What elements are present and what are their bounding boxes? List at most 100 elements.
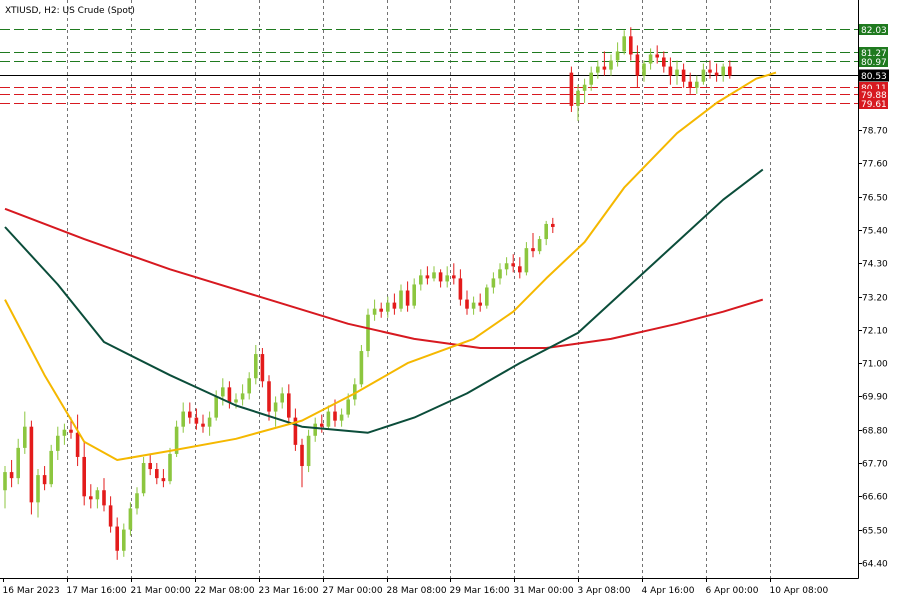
resistance-level-badge: [859, 47, 888, 58]
bullish-candle-body: [62, 429, 67, 436]
bearish-candle-body: [655, 54, 659, 58]
bullish-candle-body: [485, 287, 489, 306]
bullish-candle-body: [582, 84, 587, 91]
bearish-candle-body: [102, 490, 106, 506]
bearish-candle-body: [194, 417, 199, 424]
bullish-candle-body: [128, 508, 133, 530]
bullish-candle-body: [372, 308, 377, 315]
bullish-candle-body: [721, 66, 725, 76]
bullish-candle-body: [445, 275, 449, 282]
bullish-candle-body: [609, 60, 613, 70]
bearish-candle-body: [320, 423, 324, 427]
x-tick-label: 27 Mar 00:00: [323, 586, 383, 596]
bearish-candle-body: [392, 302, 397, 309]
bearish-candle-body: [681, 69, 686, 82]
bullish-candle-body: [221, 387, 225, 397]
x-tick-label: 3 Apr 08:00: [578, 586, 631, 596]
bullish-candle-body: [491, 278, 496, 288]
bullish-candle-body: [386, 302, 390, 312]
medium-moving-average-line: [4, 168, 764, 434]
current-price-badge: [859, 69, 889, 82]
bullish-candle-body: [471, 302, 476, 309]
x-tick-label: 29 Mar 16:00: [450, 586, 510, 596]
bullish-candle-body: [412, 284, 416, 306]
bearish-candle-body: [688, 81, 692, 88]
bullish-candle-body: [576, 90, 580, 106]
x-tick-label: 22 Mar 08:00: [195, 586, 255, 596]
bullish-candle-body: [280, 393, 284, 403]
bearish-candle-body: [425, 275, 430, 279]
bullish-candle-body: [346, 399, 350, 415]
bullish-candle-body: [524, 248, 529, 273]
resistance-level-badge: [859, 56, 888, 67]
bearish-candle-body: [379, 308, 383, 312]
bullish-candle-body: [254, 354, 258, 379]
moving-averages: [4, 71, 777, 461]
bullish-candle-body: [122, 529, 126, 551]
bullish-candle-body: [648, 54, 653, 64]
y-tick-label: 65.50: [862, 527, 888, 537]
bearish-candle-body: [148, 463, 152, 470]
bearish-candle-body: [438, 272, 443, 282]
bullish-candle-body: [214, 396, 218, 418]
y-tick-label: 78.70: [862, 127, 888, 137]
y-tick-label: 76.50: [862, 194, 888, 204]
bullish-candle-body: [3, 472, 7, 491]
x-tick-label: 21 Mar 00:00: [131, 586, 191, 596]
support-level-badge: [859, 82, 888, 93]
x-tick-label: 31 Mar 00:00: [514, 586, 574, 596]
bearish-candle-body: [518, 266, 522, 273]
y-tick-label: 75.40: [862, 227, 888, 237]
bullish-candle-body: [589, 72, 593, 85]
bullish-candle-body: [174, 426, 179, 454]
support-level-badge: [859, 98, 888, 109]
bearish-candle-body: [629, 36, 633, 55]
bearish-candle-body: [155, 469, 159, 479]
bearish-candle-body: [668, 66, 673, 76]
bearish-candle-body: [89, 496, 93, 500]
bearish-candle-body: [662, 57, 666, 67]
bearish-candle-body: [602, 66, 607, 70]
support-level-label: 79.61: [861, 100, 887, 110]
bearish-candle-body: [75, 432, 80, 457]
bearish-candle-body: [465, 299, 469, 309]
bullish-candle-body: [353, 384, 357, 400]
slow-moving-average-line: [4, 207, 764, 349]
bearish-candle-body: [635, 54, 640, 76]
bullish-candle-body: [240, 393, 245, 400]
bullish-candle-body: [419, 275, 423, 285]
x-axis-labels: 16 Mar 2023 17 Mar 16:00 21 Mar 00:00 22 Ma…: [3, 578, 828, 596]
y-tick-label: 68.80: [862, 427, 888, 437]
bullish-candle-body: [234, 399, 238, 403]
x-tick-label: 16 Mar 2023: [3, 586, 60, 596]
bullish-candle-body: [135, 493, 139, 509]
bullish-candle-body: [504, 263, 509, 270]
bearish-candle-body: [531, 248, 535, 252]
support-level-label: 79.88: [861, 91, 887, 101]
bearish-candle-body: [569, 72, 574, 106]
bearish-candle-body: [452, 275, 456, 279]
bullish-candle-body: [544, 223, 548, 240]
y-tick-label: 67.70: [862, 460, 888, 470]
bearish-candle-body: [42, 475, 47, 485]
bullish-candle-body: [615, 51, 620, 61]
bullish-candle-body: [399, 290, 403, 309]
resistance-level-label: 81.27: [861, 49, 887, 59]
bearish-candle-body: [108, 505, 113, 527]
x-tick-label: 28 Mar 08:00: [387, 586, 447, 596]
y-tick-label: 77.60: [862, 160, 888, 170]
bullish-candle-body: [537, 239, 542, 252]
current-price-label: 80.53: [861, 72, 887, 82]
price-levels: [0, 29, 858, 104]
x-tick-label: 23 Mar 16:00: [259, 586, 319, 596]
bullish-candle-body: [141, 463, 146, 494]
bullish-candle-body: [622, 36, 626, 52]
bearish-candle-body: [551, 223, 555, 227]
bearish-candle-body: [511, 263, 515, 267]
bearish-candle-body: [293, 417, 298, 445]
fast-moving-average-line: [4, 71, 777, 461]
bearish-candle-body: [115, 526, 119, 551]
bearish-candle-body: [188, 411, 192, 418]
